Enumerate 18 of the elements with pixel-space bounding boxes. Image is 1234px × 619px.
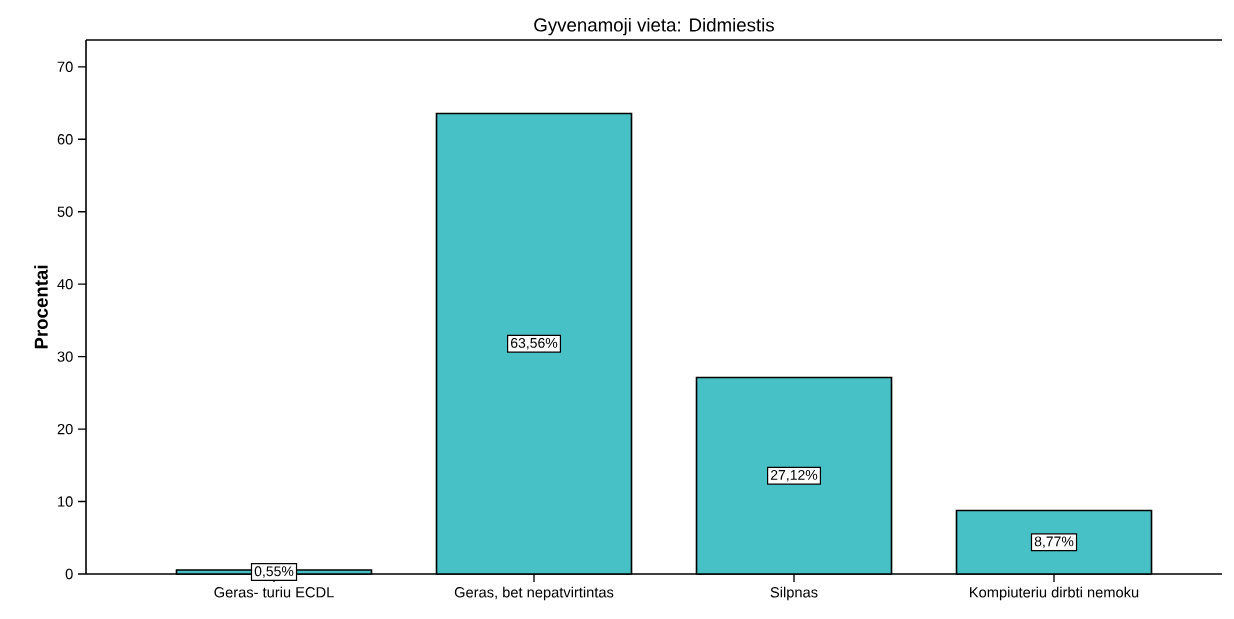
chart-title: Gyvenamoji vieta: Didmiestis <box>534 17 774 36</box>
y-tick-label: 10 <box>58 496 73 507</box>
y-tick-label: 0 <box>65 568 73 580</box>
data-label: 63,56% <box>510 337 558 350</box>
x-tick-label: Kompiuteriu dirbti nemoku <box>970 586 1139 601</box>
y-tick-label: 50 <box>57 206 73 217</box>
y-tick-label: 30 <box>57 351 73 362</box>
data-label: 0,55% <box>254 566 294 578</box>
y-tick-label: 40 <box>57 278 73 290</box>
y-axis-title: Procentai <box>34 265 48 349</box>
y-tick-label: 60 <box>57 134 73 145</box>
y-tick-label: 20 <box>57 423 73 435</box>
data-label: 27,12% <box>770 469 818 482</box>
x-tick-label: Geras- turiu ECDL <box>214 586 334 598</box>
x-tick-label: Geras, bet nepatvirtintas <box>454 586 614 601</box>
y-tick-label: 70 <box>57 61 73 72</box>
data-label: 8,77% <box>1034 536 1074 549</box>
x-tick-label: Silpnas <box>770 586 818 601</box>
